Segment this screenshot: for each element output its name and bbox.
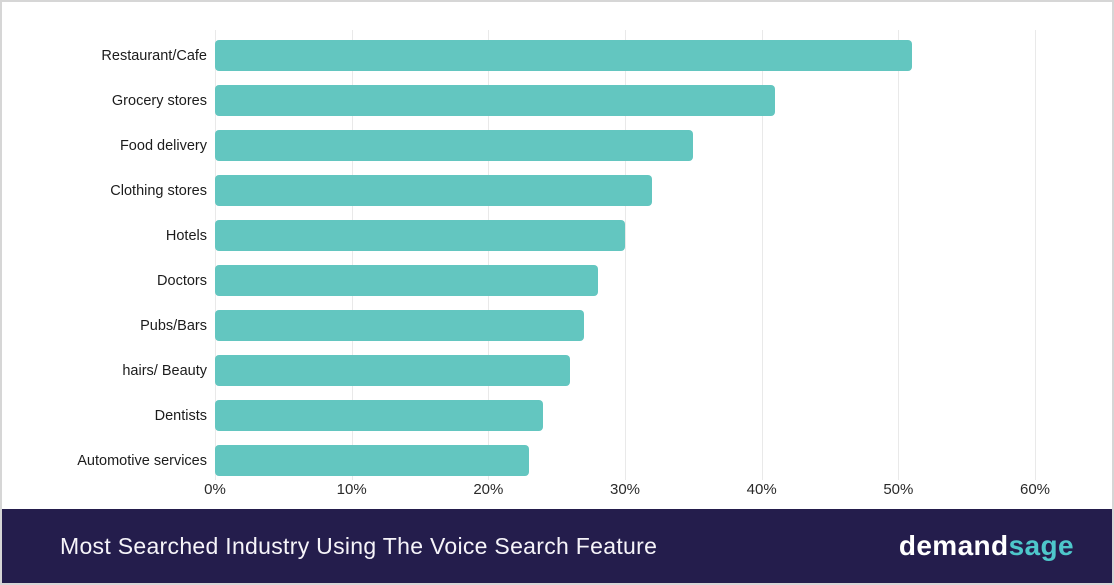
chart-row: Pubs/Bars: [2, 303, 1112, 348]
bar: [215, 400, 543, 431]
bar: [215, 175, 653, 206]
gridline: [898, 30, 900, 480]
chart-row: Dentists: [2, 393, 1112, 438]
bar-chart: Restaurant/Cafe Grocery stores Food delive…: [2, 2, 1112, 511]
x-tick-label: 30%: [609, 481, 641, 498]
category-label: Hotels: [165, 227, 207, 244]
gridline: [488, 30, 490, 480]
category-label: Automotive services: [77, 452, 207, 469]
category-label: hairs/ Beauty: [122, 362, 207, 379]
chart-row: Grocery stores: [2, 78, 1112, 123]
x-tick-label: 20%: [473, 481, 504, 498]
x-tick-label: 50%: [883, 481, 914, 498]
bar: [215, 265, 598, 296]
logo-text-sage: sage: [1008, 530, 1074, 561]
category-label: Pubs/Bars: [140, 317, 207, 334]
chart-title: Most Searched Industry Using The Voice S…: [60, 532, 658, 559]
bar: [215, 310, 584, 341]
gridline: [1035, 30, 1036, 480]
bar: [215, 220, 625, 251]
chart-row: hairs/ Beauty: [2, 348, 1112, 393]
category-label: Restaurant/Cafe: [101, 47, 207, 64]
category-label: Food delivery: [119, 137, 207, 154]
chart-row: Automotive services: [2, 438, 1112, 483]
gridline: [761, 30, 763, 480]
bar: [215, 355, 571, 386]
category-label: Grocery stores: [111, 92, 207, 109]
chart-row: Restaurant/Cafe: [2, 33, 1112, 78]
gridline: [215, 30, 216, 480]
bar: [215, 130, 694, 161]
bar: [215, 445, 530, 476]
x-tick-label: 40%: [746, 481, 777, 498]
x-tick-label: 10%: [336, 481, 367, 498]
category-label: Dentists: [154, 407, 207, 424]
bar: [215, 85, 776, 116]
footer-banner: Most Searched Industry Using The Voice S…: [2, 509, 1112, 583]
x-tick-label: 60%: [1019, 481, 1051, 498]
chart-row: Clothing stores: [2, 168, 1112, 213]
x-tick-label: 0%: [204, 481, 226, 498]
category-label: Doctors: [157, 272, 207, 289]
category-label: Clothing stores: [110, 182, 207, 199]
gridline: [625, 30, 626, 480]
chart-row: Doctors: [2, 258, 1112, 303]
chart-row: Food delivery: [2, 123, 1112, 168]
chart-row: Hotels: [2, 213, 1112, 258]
chart-rows: Restaurant/Cafe Grocery stores Food delive…: [2, 33, 1112, 483]
bar: [215, 40, 912, 71]
demandsage-logo: demandsage: [899, 530, 1074, 562]
x-axis: 0% 10% 20% 30% 40% 50% 60%: [2, 481, 1112, 501]
logo-text-demand: demand: [898, 530, 1009, 561]
gridline: [351, 30, 353, 480]
